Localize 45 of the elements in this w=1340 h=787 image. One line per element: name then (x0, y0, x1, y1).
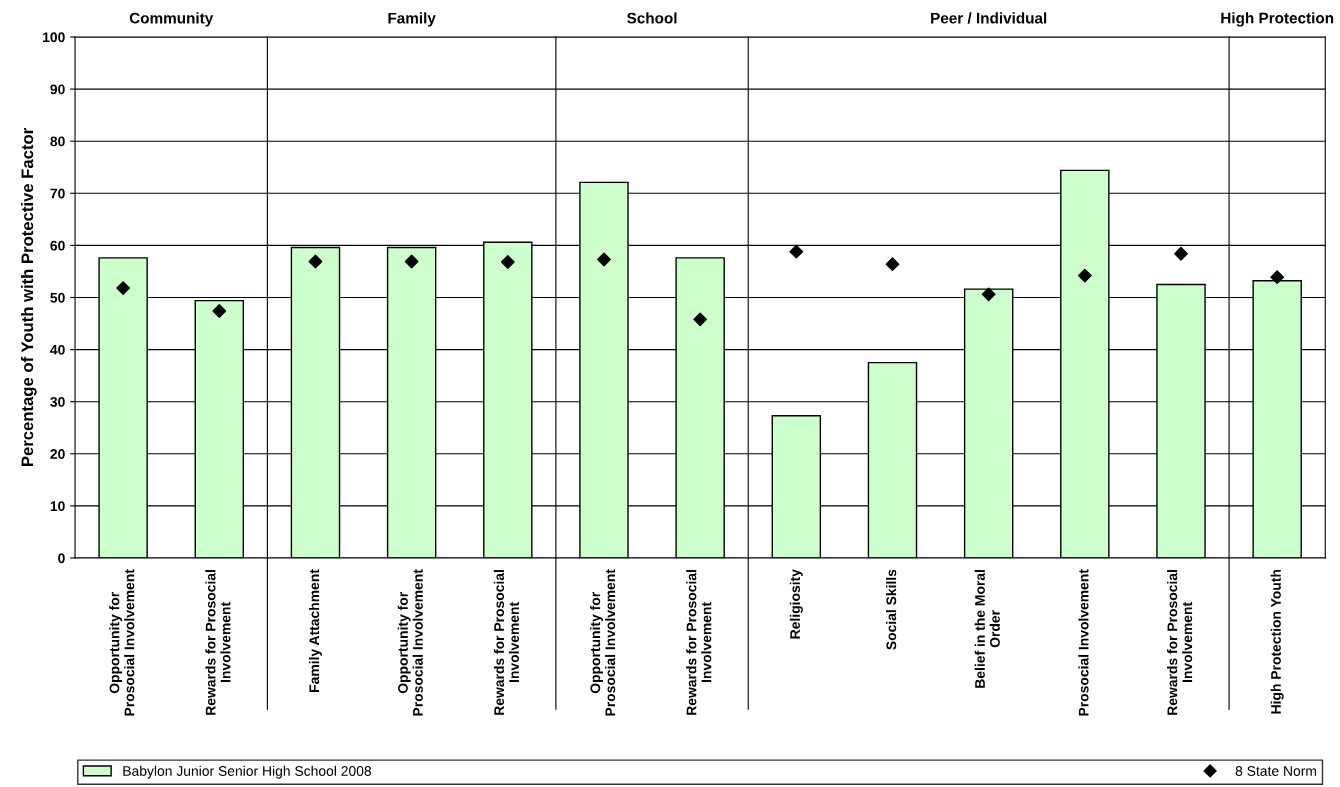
y-tick-label: 20 (50, 449, 65, 459)
y-tick-label: 0 (58, 553, 65, 564)
point (500, 255, 515, 269)
y-tick-label: 50 (50, 292, 65, 303)
x-tick-label: High Protection Youth (1270, 569, 1284, 714)
x-tick-label: Family Attachment (308, 569, 322, 692)
x-tick-label: Rewards for Prosocial Involvement (493, 570, 520, 715)
point (885, 257, 900, 272)
y-tick-label: 40 (50, 344, 65, 355)
x-tick-label: Prosocial Involvement (1078, 569, 1089, 716)
x-tick-label: Opportunity for Prosocial Involvement (590, 569, 616, 716)
text: Community (129, 12, 214, 27)
point (116, 281, 131, 296)
point (1270, 270, 1285, 285)
y-tick-label: 100 (43, 32, 65, 43)
x-tick-label: Social Skills (886, 569, 897, 650)
text: School (627, 12, 677, 24)
legend-label: Babylon Junior Senior High School 2008 (123, 765, 372, 779)
point (693, 312, 708, 327)
point (212, 304, 227, 318)
point (404, 254, 419, 269)
point (1077, 268, 1092, 283)
y-tick-label: 70 (50, 188, 65, 199)
point (597, 252, 611, 267)
x-tick-label: Rewards for Prosocial Involvement (1167, 570, 1193, 715)
y-axis-title: Percentage of Youth with Protective Factor (20, 128, 37, 466)
y-tick-label: 10 (50, 501, 65, 512)
x-tick-label: Rewards for Prosocial Involvement (205, 570, 231, 715)
point (981, 287, 996, 302)
point (789, 244, 804, 259)
x-tick-label: Opportunity for Prosocial Involvement (397, 569, 423, 716)
point (1174, 246, 1188, 261)
x-tick-label: Belief in the Moral Order (974, 570, 1000, 688)
text: High Protection (1221, 12, 1334, 27)
y-tick-label: 80 (50, 136, 65, 147)
y-tick-label: 30 (50, 397, 65, 407)
text: Family (388, 12, 436, 27)
point (308, 254, 323, 269)
y-tick-label: 90 (50, 84, 65, 95)
text: Peer / Individual (931, 12, 1047, 24)
legend-label: 8 State Norm (1235, 766, 1317, 776)
x-tick-label: Religiosity (789, 569, 803, 639)
y-tick-label: 60 (50, 240, 65, 251)
x-tick-label: Rewards for Prosocial Involvement (686, 570, 712, 715)
x-tick-label: Opportunity for Prosocial Involvement (109, 569, 135, 716)
